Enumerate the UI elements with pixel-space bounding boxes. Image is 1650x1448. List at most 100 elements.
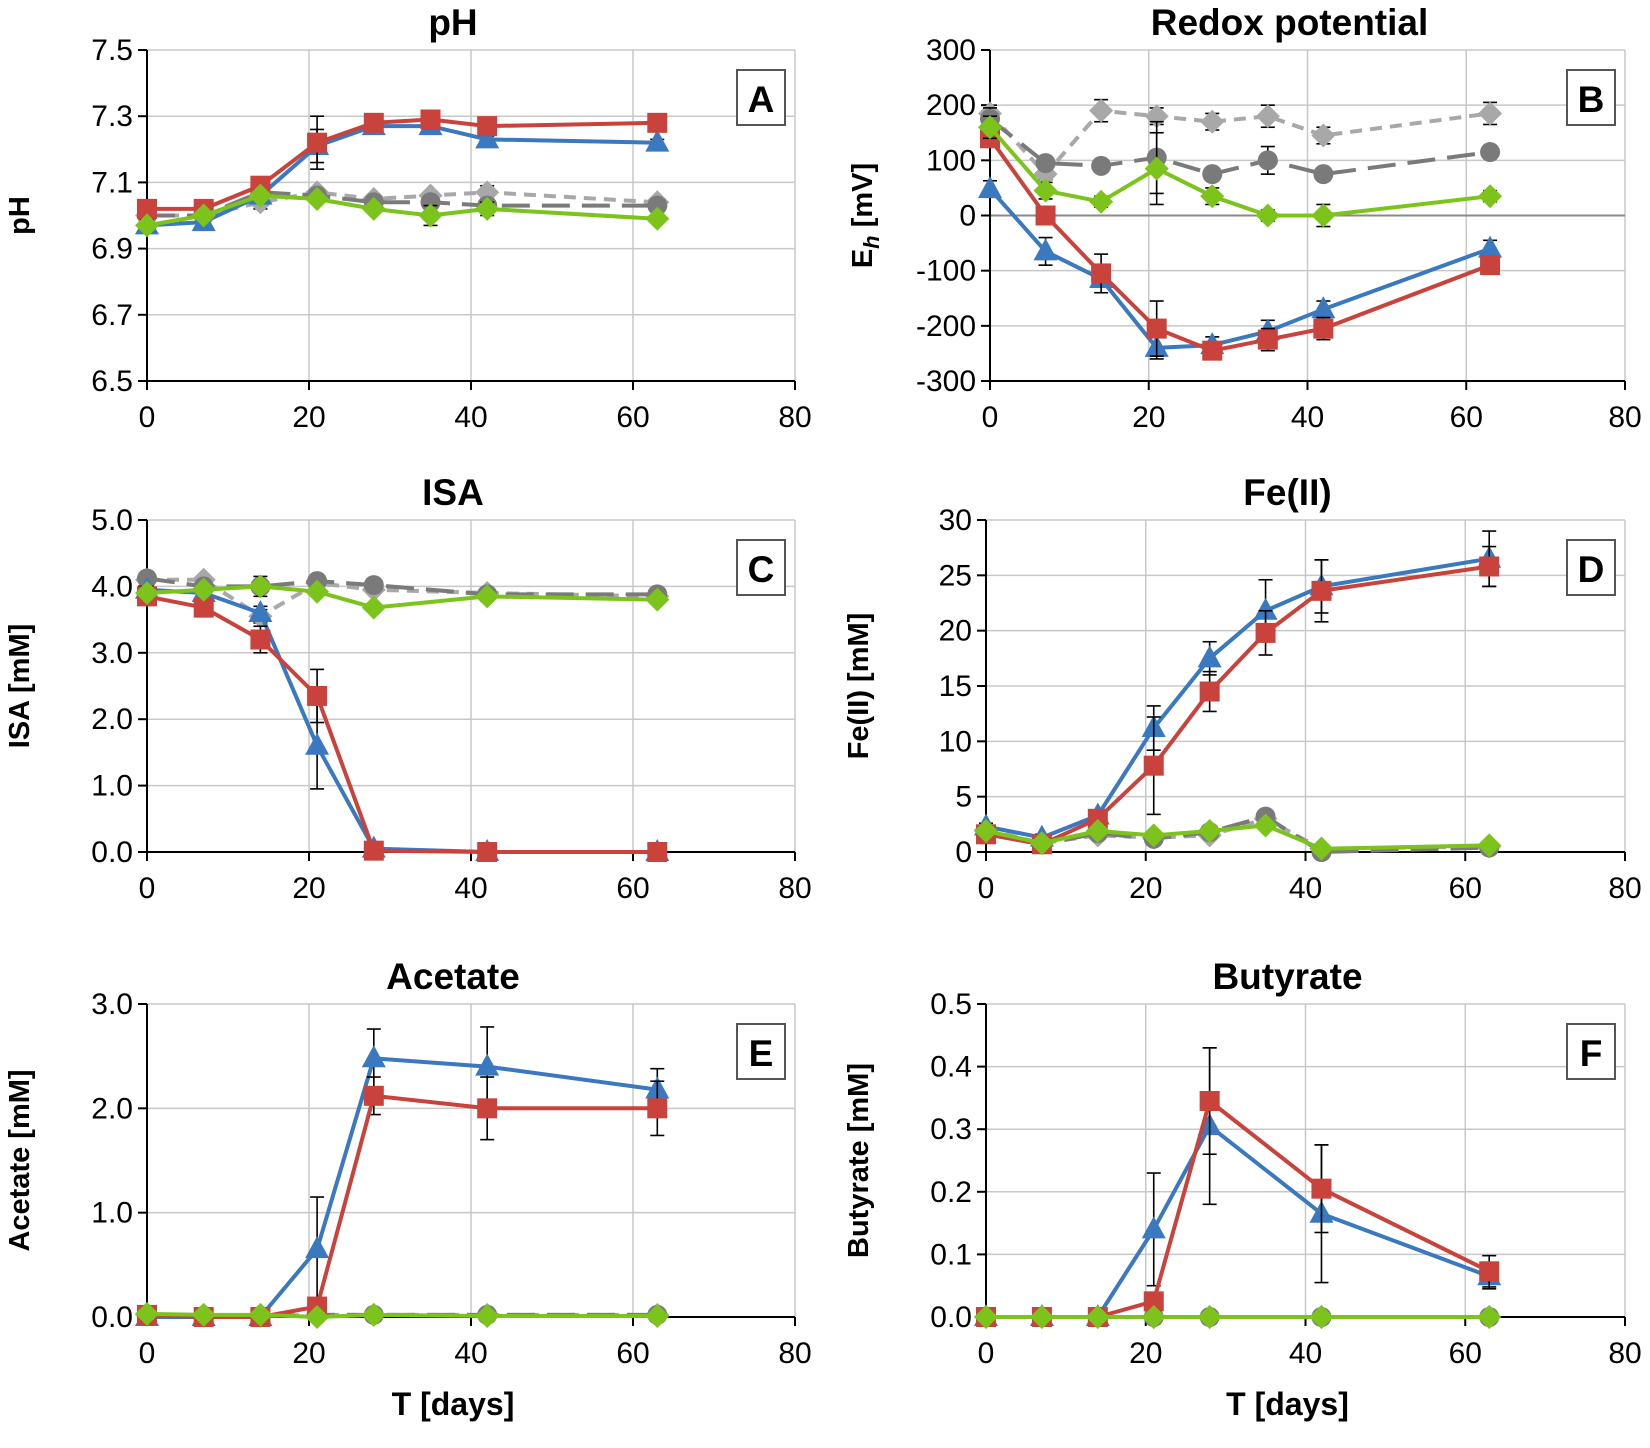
panel-d-series-red-point: [1143, 755, 1164, 776]
panel-c-series-green-line: [146, 584, 658, 610]
panel-e-series-blue: [135, 1026, 670, 1326]
panel-c-letter-box: [736, 539, 786, 596]
panel-f-series-red-point: [1143, 1291, 1164, 1312]
panel-a-series-green-point: [361, 196, 386, 221]
panel-a-ytick-label: 7.3: [91, 100, 133, 133]
panel-b-xtick-label: 20: [1132, 401, 1165, 434]
panel-b-series-green-point: [1255, 203, 1280, 228]
panel-b-ylabel-sub: h: [859, 235, 884, 248]
panel-b-letter-box: [1566, 69, 1616, 126]
panel-a-series-green-point: [305, 186, 330, 211]
panel-c: 0.0 1.0 2.0 3.0 4.0 5.0 0 20 40 60 80 ISA ISA [mM] C: [4, 472, 812, 905]
panel-e-series-green-point: [135, 1301, 159, 1326]
panel-d-ytick-label: 15: [939, 670, 972, 703]
panel-c-ytick-label: 5.0: [91, 504, 133, 537]
panel-e-xlabel: T [days]: [392, 1386, 515, 1422]
panel-d-series-blue-point: [1197, 645, 1222, 668]
panel-a-title: pH: [428, 2, 477, 43]
panel-f-series-red-point: [1311, 1178, 1332, 1199]
panel-b-series-green-point: [1478, 184, 1503, 209]
panel-a-series-green-point: [418, 203, 443, 228]
panel-b-ylabel-unit: [mV]: [847, 163, 879, 236]
panel-b-ylabel: Eh [mV]: [847, 163, 884, 268]
panel-c-xtick-label: 0: [139, 872, 156, 905]
panel-e-ytick-label: 3.0: [91, 988, 133, 1021]
panel-a-series-green-point: [248, 183, 273, 208]
panel-c-series-green-point: [645, 587, 670, 612]
panel-d-series-green-point: [1141, 823, 1166, 848]
panel-a-xtick-label: 40: [454, 401, 487, 434]
panel-b-series-green-point: [1144, 156, 1169, 181]
panel-b-ytick-label: -300: [916, 365, 976, 398]
panel-b-series-control-dark-gray-point: [1202, 164, 1223, 185]
panel-c-xtick-label: 80: [778, 872, 811, 905]
panel-e-series-green-point: [475, 1303, 500, 1328]
panel-e-series-blue-point: [475, 1053, 500, 1076]
panel-b-series-green: [978, 115, 1503, 228]
panel-d-series-green: [974, 813, 1502, 861]
panel-d-series-red-point: [1311, 580, 1332, 601]
panel-a-series-red-point: [477, 116, 498, 137]
panel-d-ytick-label: 10: [939, 725, 972, 758]
panel-e-series-red-line: [146, 1093, 658, 1319]
panel-b-letter: B: [1578, 79, 1605, 120]
panel-a-series-red: [137, 109, 668, 219]
panel-f-ytick-label: 0.0: [930, 1301, 972, 1334]
panel-c-series-red-point: [477, 842, 498, 862]
panel-b-series-red-point: [1257, 329, 1278, 350]
panel-f-series-green-point: [1085, 1305, 1110, 1329]
panel-b-series-control-light-gray-point: [1478, 101, 1503, 126]
panel-b-series-control-light-gray-point: [1311, 123, 1336, 148]
panel-d-ytick-label: 5: [955, 781, 972, 814]
panel-e-series-green-point: [645, 1303, 670, 1328]
panel-b-series-red-point: [1313, 318, 1334, 339]
panel-c-ytick-label: 1.0: [91, 770, 133, 803]
panel-c-series-green: [135, 574, 670, 620]
panel-f-series-green-point: [1197, 1305, 1222, 1329]
panel-f-ytick-label: 0.2: [930, 1176, 972, 1209]
panel-f-series-green-point: [974, 1305, 998, 1329]
panel-b-series-control-dark-gray-point: [1257, 150, 1278, 171]
panel-f: 0.0 0.1 0.2 0.3 0.4 0.5 0 20 40 60 80 Butyrate Butyr…: [843, 956, 1642, 1422]
panel-a-xtick-label: 80: [778, 401, 811, 434]
panel-b-xtick-label: 60: [1450, 401, 1483, 434]
panel-d-xtick-label: 40: [1289, 872, 1322, 905]
panel-e-ytick-label: 0.0: [91, 1301, 133, 1334]
panel-f-series-red-point: [1199, 1091, 1220, 1112]
panel-b-xtick-label: 80: [1608, 401, 1641, 434]
panel-d-series-green-point: [1477, 833, 1502, 858]
panel-d-ytick-label: 25: [939, 559, 972, 592]
panel-d-xtick-label: 80: [1608, 872, 1641, 905]
panel-f-xtick-label: 0: [978, 1337, 995, 1370]
panel-a-series-control-dark-gray-point: [420, 192, 441, 213]
panel-f-series-red: [976, 1047, 1500, 1327]
panel-c-series-red: [137, 586, 668, 862]
panel-c-ytick-label: 0.0: [91, 836, 133, 869]
panel-a-series-red-point: [363, 112, 384, 133]
panel-e-title: Acetate: [386, 956, 520, 997]
panel-e-series-red-point: [477, 1098, 498, 1119]
panel-c-series-blue-line: [146, 587, 658, 854]
panel-f-series-blue-point: [1141, 1216, 1166, 1239]
panel-f-ylabel: Butyrate [mM]: [843, 1063, 875, 1258]
panel-e-letter-box: [736, 1023, 786, 1080]
panel-b-series-red-point: [1035, 205, 1056, 226]
panel-b-series-control-dark-gray-point: [1480, 142, 1501, 163]
panel-f-series-blue: [974, 1047, 1502, 1326]
panel-d-xtick-label: 0: [978, 872, 995, 905]
panel-d-series-red-point: [1087, 808, 1108, 829]
panel-e-series-green: [135, 1301, 670, 1329]
panel-b-title: Redox potential: [1151, 2, 1429, 43]
panel-b-series-red-point: [1480, 255, 1501, 276]
panel-b-series-control-light-gray-line: [988, 108, 1491, 177]
panel-c-series-green-point: [305, 579, 330, 604]
panel-e-ylabel: Acetate [mM]: [4, 1069, 36, 1251]
panel-b-ytick-label: 300: [926, 34, 976, 67]
panel-c-ytick-label: 4.0: [91, 570, 133, 603]
panel-a-series-green-point: [645, 206, 670, 231]
panel-f-series-blue-line: [986, 1124, 1490, 1319]
panel-d-series-red-point: [1199, 681, 1220, 702]
panel-f-ytick-label: 0.5: [930, 988, 972, 1021]
panel-b-ytick-label: 0: [959, 200, 976, 233]
panel-c-series-red-line: [146, 594, 658, 854]
